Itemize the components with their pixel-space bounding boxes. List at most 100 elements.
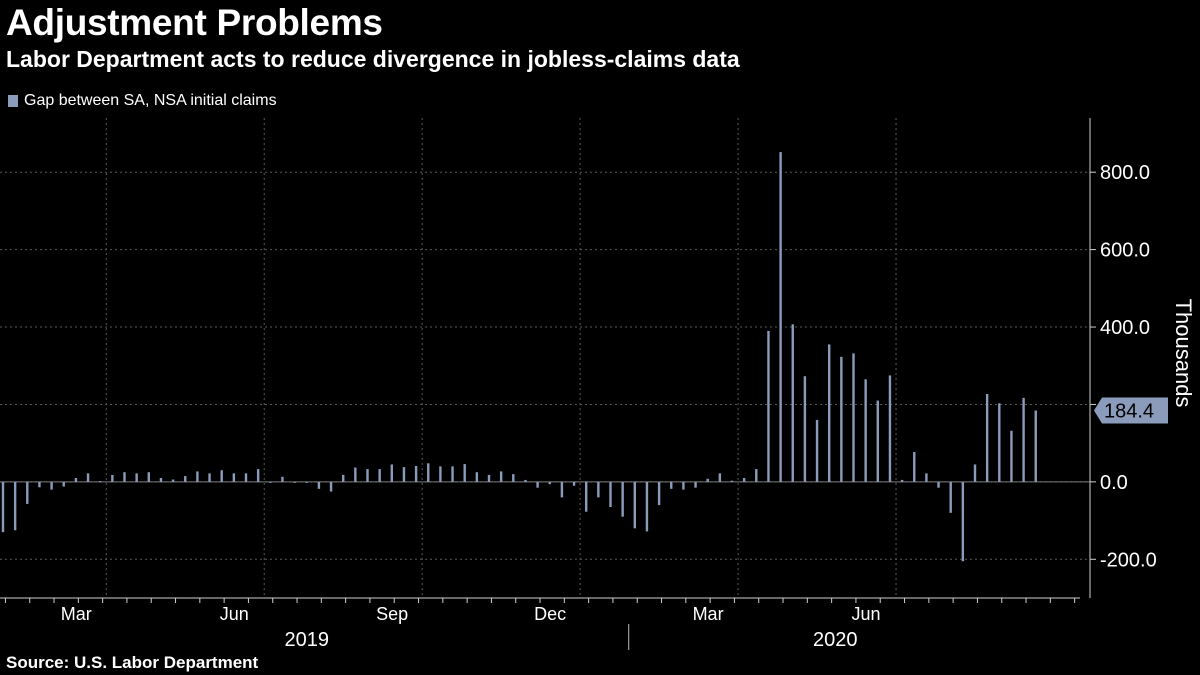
bar	[524, 479, 527, 482]
year-label: 2020	[813, 629, 858, 651]
bar	[414, 466, 418, 482]
bar	[13, 481, 17, 531]
x-tick-label: Dec	[534, 604, 566, 624]
bar	[111, 474, 114, 482]
bar	[718, 473, 722, 482]
y-tick-label: 800.0	[1100, 162, 1150, 184]
y-axis-title: Thousands	[1171, 299, 1196, 408]
bar	[196, 471, 199, 482]
gridlines	[0, 118, 1090, 598]
bar	[256, 469, 260, 482]
bar	[208, 473, 211, 482]
last-value-callout	[1094, 397, 1168, 424]
chart-subtitle: Labor Department acts to reduce divergen…	[6, 46, 740, 72]
bar	[451, 466, 454, 482]
bar	[329, 481, 333, 492]
bar	[961, 481, 965, 562]
bar	[779, 152, 782, 482]
bar	[184, 476, 187, 482]
bar	[354, 467, 357, 482]
bar	[281, 476, 284, 482]
bar	[342, 474, 345, 482]
axis-labels: -200.0 0.0 400.0 600.0 800.0 Mar Jun Sep Dec Mar J…	[61, 162, 1196, 651]
bar	[317, 481, 321, 489]
bar	[998, 403, 1001, 482]
bar	[1010, 430, 1013, 482]
bar	[512, 474, 515, 482]
bar	[378, 469, 381, 482]
bar	[390, 464, 393, 482]
bar	[86, 473, 90, 482]
bar	[633, 481, 636, 529]
bar	[244, 473, 248, 482]
bar	[123, 472, 126, 482]
bar	[913, 452, 916, 482]
bar	[597, 481, 600, 498]
axes	[0, 118, 1096, 650]
bar	[730, 480, 734, 482]
bar	[657, 481, 661, 506]
bar	[949, 481, 952, 513]
bar	[925, 473, 928, 482]
bar	[305, 481, 308, 483]
bar	[560, 481, 564, 498]
x-tick-label: Jun	[852, 604, 881, 624]
bar	[1022, 397, 1025, 482]
bar	[1034, 410, 1037, 482]
bar	[1, 481, 5, 533]
bar	[427, 463, 430, 482]
bar	[50, 481, 53, 490]
bar	[269, 481, 272, 483]
bar	[876, 400, 879, 482]
bar	[645, 481, 649, 532]
x-tick-label: Jun	[220, 604, 249, 624]
bar	[293, 481, 296, 483]
bar	[670, 481, 673, 489]
bar	[439, 466, 442, 482]
bar	[973, 464, 977, 482]
y-tick-label: 0.0	[1100, 472, 1128, 494]
bar	[864, 379, 867, 482]
x-tick-label: Mar	[61, 604, 92, 624]
bar	[937, 481, 940, 488]
bar	[463, 464, 466, 482]
bar	[694, 481, 697, 488]
y-tick-label: 600.0	[1100, 240, 1150, 262]
bar	[402, 467, 406, 482]
year-label: 2019	[285, 629, 330, 651]
bar	[585, 481, 588, 512]
bar	[888, 375, 892, 482]
bar	[609, 481, 612, 508]
bar	[852, 353, 855, 482]
bar	[232, 473, 236, 482]
legend: Gap between SA, NSA initial claims	[8, 92, 277, 110]
chart-title: Adjustment Problems	[6, 2, 383, 43]
bar	[147, 472, 150, 482]
bar	[755, 469, 758, 482]
bar	[791, 324, 794, 482]
bar	[742, 478, 746, 482]
bar	[499, 471, 503, 482]
bar	[900, 479, 904, 482]
y-tick-label: -200.0	[1100, 549, 1157, 571]
bar	[815, 419, 819, 482]
legend-label: Gap between SA, NSA initial claims	[24, 92, 277, 109]
x-tick-label: Sep	[376, 604, 408, 624]
bar	[840, 356, 843, 482]
bar	[706, 478, 709, 482]
bar	[828, 344, 831, 482]
bar	[171, 479, 175, 482]
bar	[99, 481, 102, 483]
bar	[475, 472, 479, 482]
source-note: Source: U.S. Labor Department	[6, 653, 259, 672]
x-tick-label: Mar	[693, 604, 724, 624]
legend-swatch	[8, 95, 18, 107]
bar	[985, 394, 989, 482]
bar	[74, 478, 78, 482]
bar	[767, 330, 770, 482]
bar	[26, 481, 29, 504]
bar	[572, 481, 576, 486]
bar	[487, 474, 491, 482]
bar	[682, 481, 685, 490]
